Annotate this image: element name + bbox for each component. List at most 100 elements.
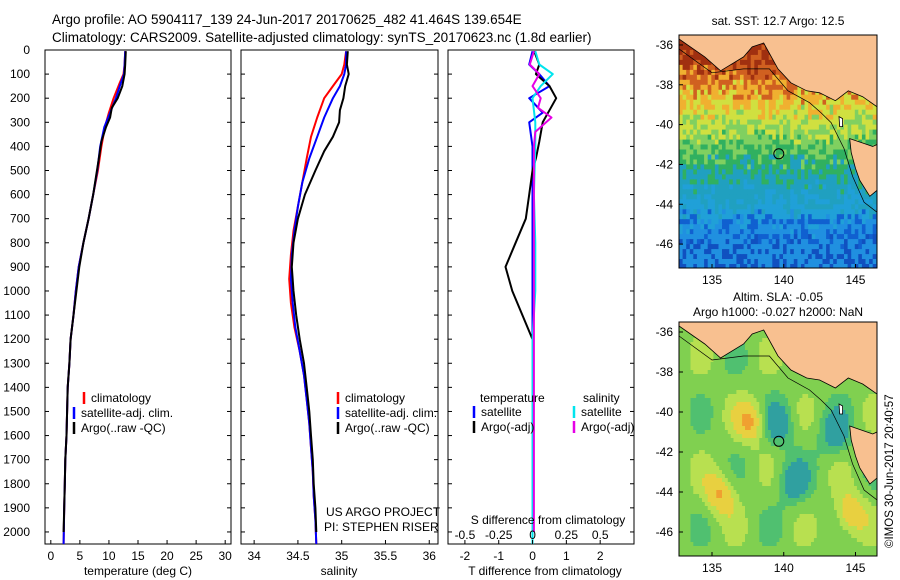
map-cell <box>736 94 741 101</box>
map-cell <box>779 229 784 235</box>
map-cell <box>783 199 788 205</box>
map-cell <box>797 114 802 121</box>
map-cell <box>815 244 820 250</box>
map-cell <box>740 234 745 240</box>
map-cell <box>700 99 705 106</box>
map-cell <box>704 164 709 170</box>
map-cell <box>689 239 694 245</box>
map-cell <box>682 229 687 235</box>
map-cell <box>696 144 702 151</box>
map-cell <box>684 346 689 351</box>
map-cell <box>786 239 791 245</box>
map-cell <box>813 422 818 427</box>
map-cell <box>716 386 720 391</box>
map-cell <box>736 69 741 76</box>
map-cell <box>797 224 802 230</box>
map-cell <box>833 269 837 275</box>
map-cell <box>684 414 689 419</box>
map-cell <box>681 374 686 379</box>
map-cell <box>818 104 824 111</box>
map-cell <box>765 64 770 71</box>
map-cell <box>702 406 706 411</box>
map-cell <box>840 254 845 260</box>
map-cell <box>871 390 875 395</box>
map-cell <box>762 330 766 335</box>
map-cell <box>733 354 737 359</box>
map-cell <box>757 114 763 121</box>
series-line <box>62 51 127 544</box>
map-cell <box>818 264 824 268</box>
map-cell <box>844 264 849 268</box>
map-cell <box>750 69 755 76</box>
map-cell <box>693 174 698 180</box>
map-cell <box>757 264 763 268</box>
map-cell <box>693 264 698 268</box>
map-cell <box>732 184 737 190</box>
map-cell <box>762 414 766 419</box>
map-cell <box>745 382 749 387</box>
map-cell <box>786 124 791 131</box>
map-cell <box>858 214 863 220</box>
map-cell <box>736 254 741 260</box>
map-cell <box>765 358 769 363</box>
map-cell <box>782 418 786 423</box>
map-cell <box>872 244 877 250</box>
map-cell <box>733 418 737 423</box>
map-cell <box>689 139 694 146</box>
map-cell <box>740 104 745 111</box>
map-cell <box>739 422 743 427</box>
map-cell <box>845 386 849 391</box>
map-cell <box>811 382 815 387</box>
map-cell <box>858 129 863 136</box>
map-cell <box>808 209 813 215</box>
map-cell <box>747 159 752 166</box>
map-cell <box>730 406 735 411</box>
map-cell <box>801 269 805 275</box>
map-cell <box>679 199 684 205</box>
map-cell <box>679 169 684 175</box>
map-cell <box>696 224 702 230</box>
map-cell <box>718 119 723 126</box>
map-cell <box>822 264 827 268</box>
map-cell <box>747 174 752 180</box>
map-cell <box>802 430 806 435</box>
map-cell <box>813 426 818 431</box>
map-cell <box>772 229 777 235</box>
map-cell <box>811 164 816 170</box>
map-cell <box>869 109 874 116</box>
map-cell <box>828 398 832 403</box>
map-cell <box>707 386 712 391</box>
map-cell <box>802 402 806 407</box>
map-cell <box>786 179 791 185</box>
map-cell <box>716 422 720 427</box>
map-cell <box>880 145 884 151</box>
map-cell <box>732 179 737 185</box>
map-cell <box>770 398 775 403</box>
map-cell <box>704 144 709 151</box>
map-cell <box>854 394 858 399</box>
map-cell <box>768 229 773 235</box>
map-cell <box>700 209 705 215</box>
map-cell <box>802 378 806 383</box>
map-cell <box>811 249 816 255</box>
map-cell <box>808 378 812 383</box>
map-cell <box>811 394 815 399</box>
map-cell <box>880 169 884 175</box>
map-cell <box>739 430 743 435</box>
map-cell <box>768 362 772 367</box>
map-cell <box>725 74 730 81</box>
map-cell <box>836 199 841 205</box>
map-cell <box>707 64 712 71</box>
map-cell <box>768 264 773 268</box>
map-cell <box>765 374 769 379</box>
map-cell <box>761 264 766 268</box>
x-tick-top-label: -0.25 <box>485 528 513 542</box>
map-cell <box>722 99 727 106</box>
map-cell <box>808 114 813 121</box>
map-cell <box>729 84 734 91</box>
map-cell <box>779 390 783 395</box>
map-cell <box>711 199 716 205</box>
map-cell <box>818 189 824 195</box>
map-cell <box>775 129 780 136</box>
map-cell <box>750 390 755 395</box>
